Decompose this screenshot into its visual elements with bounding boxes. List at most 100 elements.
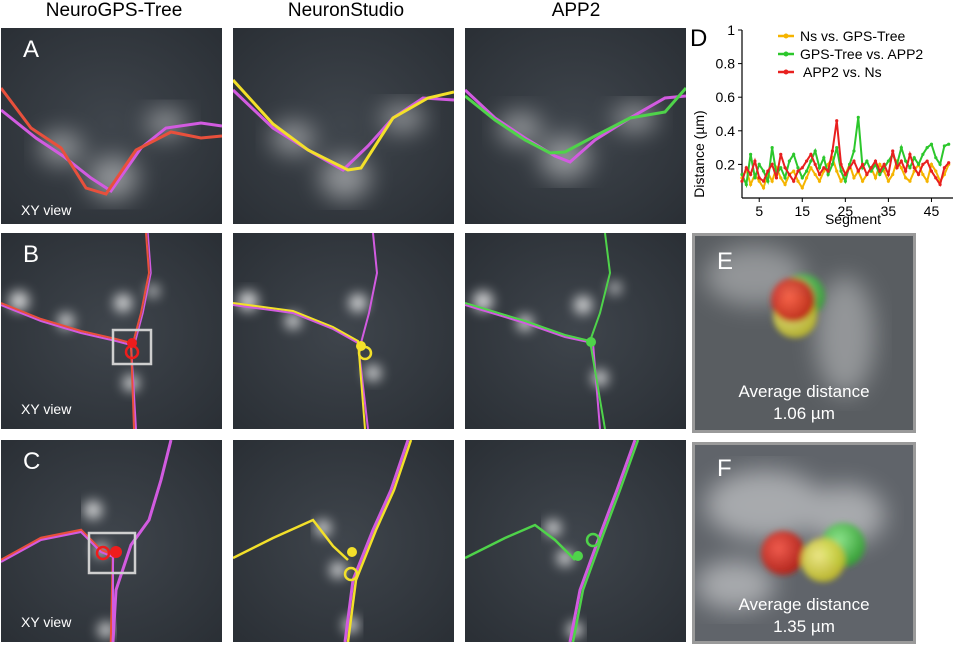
data-point: [878, 169, 882, 173]
data-point: [942, 144, 946, 148]
data-point: [796, 169, 800, 173]
data-point: [796, 166, 800, 170]
data-point: [817, 172, 822, 177]
data-point: [774, 176, 779, 180]
data-point: [817, 179, 822, 183]
legend-gps-vs-app2: GPS-Tree vs. APP2: [800, 46, 923, 62]
data-point: [856, 115, 860, 119]
data-point: [749, 182, 753, 187]
data-point: [792, 169, 796, 173]
data-point: [865, 172, 869, 177]
data-point: [925, 179, 929, 183]
y-tick-label: 1: [727, 22, 735, 38]
data-point: [934, 156, 938, 160]
data-point: [757, 162, 761, 166]
legend-ns-vs-gps: Ns vs. GPS-Tree: [800, 28, 905, 44]
data-point: [904, 176, 908, 180]
data-point: [787, 159, 791, 163]
panel-c-app2: [465, 440, 686, 642]
data-point: [929, 169, 934, 173]
data-point: [800, 176, 804, 180]
data-point: [835, 146, 839, 150]
data-point: [740, 179, 744, 183]
data-point: [770, 179, 774, 183]
data-point: [929, 162, 934, 166]
data-point: [947, 142, 951, 146]
data-point: [783, 176, 787, 180]
x-tick-label: 25: [838, 203, 854, 219]
inset-label-e: E: [717, 248, 734, 275]
xy-view-label: XY view: [21, 614, 72, 630]
data-point: [843, 179, 847, 183]
data-point: [830, 149, 835, 153]
data-point: [947, 161, 951, 165]
legend-app2-vs-ns: APP2 vs. Ns: [803, 64, 882, 80]
inset-f: F Average distance 1.35 µm: [692, 442, 916, 644]
legend: Ns vs. GPS-Tree GPS-Tree vs. APP2 APP2 v…: [778, 28, 923, 80]
data-point: [753, 159, 757, 163]
data-point: [852, 159, 856, 163]
inset-label-f: F: [717, 455, 732, 482]
data-point: [826, 169, 830, 173]
data-point: [792, 152, 796, 156]
y-tick-label: 0.8: [716, 56, 736, 72]
data-point: [835, 169, 839, 173]
data-point: [865, 159, 869, 163]
data-point: [787, 172, 791, 177]
data-point: [813, 149, 817, 153]
data-point: [869, 166, 873, 170]
x-axis-label: Segment: [825, 211, 881, 227]
data-point: [804, 169, 809, 173]
panel-a-neurogps-tree: A XY view: [1, 28, 222, 224]
data-point: [809, 166, 813, 170]
data-point: [830, 162, 835, 166]
data-point: [895, 166, 899, 170]
data-point: [916, 162, 921, 166]
data-point: [929, 142, 934, 146]
column-title-neurogps-tree: NeuroGPS-Tree: [45, 0, 183, 21]
data-point: [852, 149, 856, 153]
data-point: [779, 152, 783, 156]
panel-b-neuronstudio: [233, 233, 454, 429]
x-tick-label: 45: [924, 203, 940, 219]
data-point: [899, 146, 903, 150]
data-point: [761, 169, 766, 173]
data-point: [934, 169, 938, 173]
data-point: [873, 176, 878, 180]
y-tick-label: 0.4: [716, 123, 736, 139]
data-point: [891, 149, 895, 153]
x-tick-label: 35: [881, 203, 897, 219]
data-point: [813, 162, 817, 166]
x-tick-label: 5: [755, 203, 763, 219]
data-point: [800, 166, 804, 170]
data-point: [921, 152, 925, 156]
data-point: [835, 119, 839, 123]
data-point: [809, 152, 813, 156]
row-label-a: A: [23, 36, 40, 63]
data-point: [856, 169, 860, 173]
segment-distance-chart: D Distance (µm) 0.20.40.60.815 15 25 35 45 S…: [690, 22, 953, 227]
data-point: [809, 159, 813, 163]
data-point: [822, 156, 826, 160]
data-point: [744, 182, 748, 187]
row-label-c: C: [23, 448, 41, 475]
data-point: [908, 179, 912, 183]
panel-c-neurogps-tree: C XY view: [1, 440, 222, 642]
data-point: [749, 152, 753, 156]
data-point: [908, 166, 912, 170]
row-label-b: B: [23, 241, 40, 268]
inset-f-caption: Average distance: [738, 595, 870, 614]
data-point: [891, 172, 895, 177]
data-point: [921, 162, 925, 166]
data-point: [766, 169, 770, 173]
data-point: [839, 169, 843, 173]
data-point: [757, 176, 761, 180]
data-point: [882, 162, 886, 166]
column-title-neuronstudio: NeuronStudio: [287, 0, 405, 21]
data-point: [783, 182, 787, 187]
data-point: [878, 162, 882, 166]
data-point: [839, 162, 843, 166]
data-point: [873, 159, 878, 163]
data-point: [912, 156, 916, 160]
panel-label-d: D: [690, 25, 707, 52]
